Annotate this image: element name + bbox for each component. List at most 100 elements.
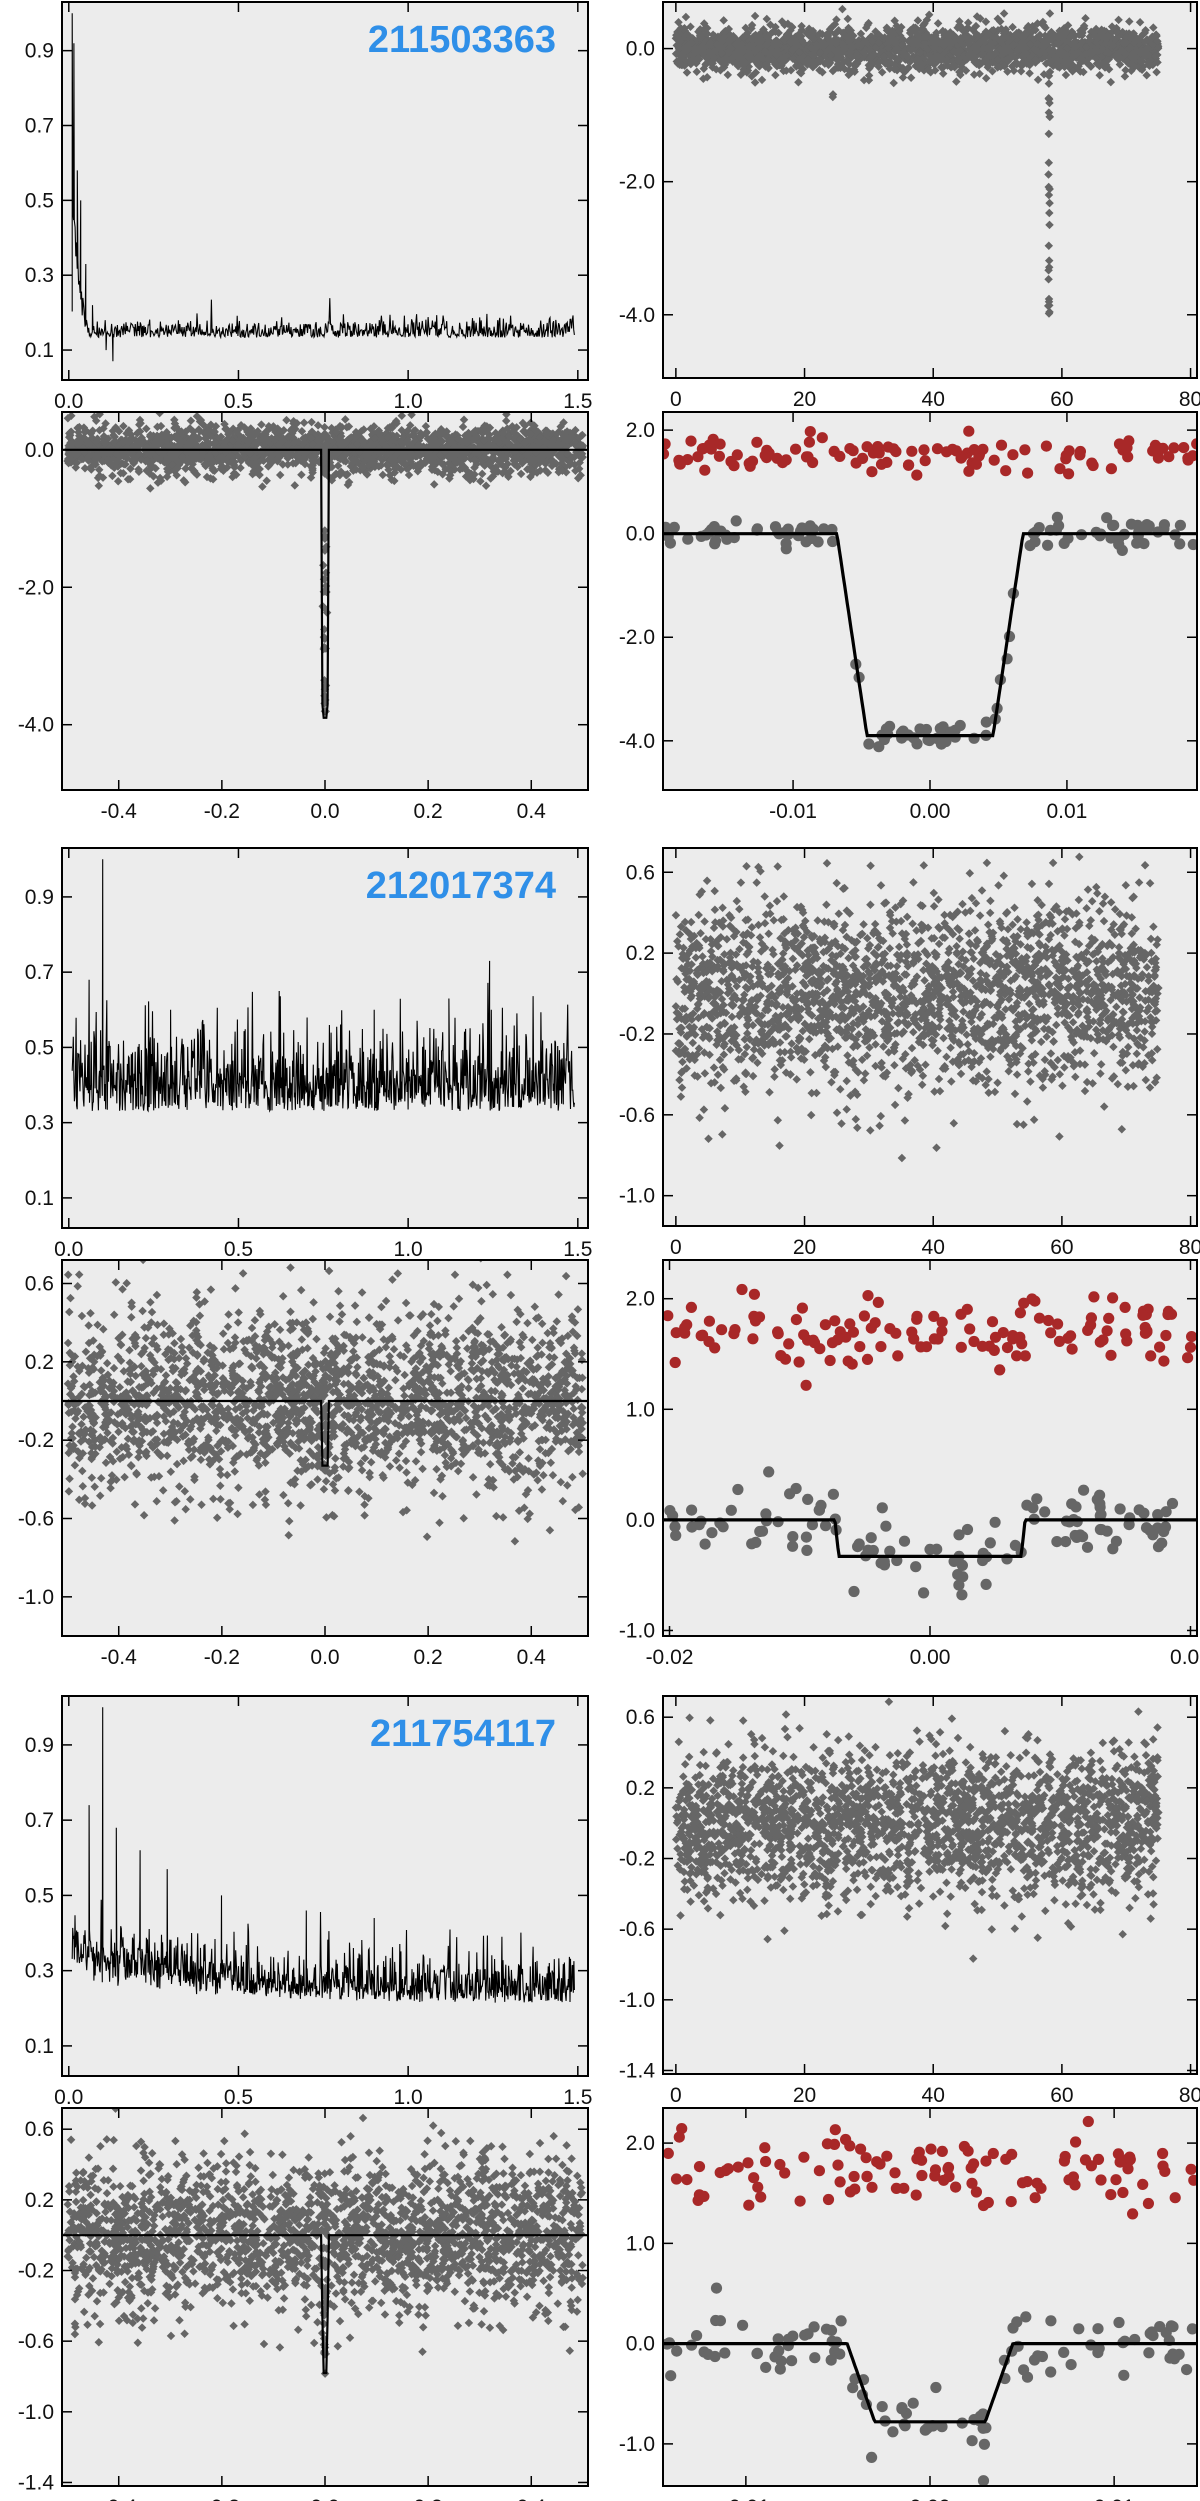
data-point — [564, 435, 574, 444]
data-point — [464, 428, 473, 438]
x-tick-label: 1.0 — [394, 1238, 423, 1261]
data-point — [1063, 468, 1075, 480]
data-point — [1187, 538, 1197, 551]
data-point — [575, 433, 584, 443]
data-point — [262, 476, 271, 486]
data-point — [275, 470, 285, 480]
data-point — [422, 427, 431, 437]
data-point — [563, 441, 572, 451]
data-point — [336, 467, 346, 477]
data-point — [518, 458, 527, 468]
data-point — [977, 443, 989, 455]
model-line — [663, 532, 1197, 738]
data-point — [208, 464, 217, 473]
data-point — [185, 424, 195, 433]
data-point — [319, 431, 328, 441]
data-point — [540, 457, 549, 467]
y-tick-label: 0.9 — [25, 886, 54, 909]
data-point — [462, 466, 472, 475]
212017374-lightcurve: 0 20 40 60 800.60.2-0.2-0.6-1.0 — [619, 847, 1200, 1259]
data-point — [872, 441, 884, 453]
data-point — [257, 449, 267, 458]
data-point — [495, 454, 505, 464]
data-point — [968, 444, 980, 456]
data-point — [786, 1047, 795, 1057]
data-point — [228, 436, 237, 445]
data-point — [909, 878, 918, 887]
plot-background — [62, 2, 588, 380]
plot-area — [71, 859, 575, 1113]
data-point — [859, 920, 868, 929]
data-point — [804, 426, 816, 438]
data-point — [353, 431, 362, 440]
data-point — [1108, 519, 1120, 531]
data-point — [250, 430, 259, 439]
x-tick-label: 1.0 — [394, 390, 423, 413]
data-point — [1113, 438, 1126, 450]
y-tick-label: 0.5 — [25, 189, 54, 212]
data-point — [1044, 256, 1054, 265]
data-point — [501, 416, 511, 426]
data-point — [409, 429, 418, 439]
data-point — [956, 1069, 966, 1079]
data-point — [1178, 442, 1190, 454]
data-point — [866, 1126, 875, 1135]
y-tick-label: 2.0 — [626, 419, 655, 442]
data-point — [865, 1043, 874, 1052]
data-point — [461, 472, 471, 481]
periodogram-line — [71, 859, 575, 1113]
data-point — [81, 426, 91, 436]
data-point — [308, 440, 317, 449]
data-point — [769, 915, 779, 925]
x-tick-label: 20 — [793, 388, 816, 411]
data-point — [331, 427, 341, 437]
data-point — [476, 476, 485, 486]
data-point — [505, 432, 514, 441]
data-point — [382, 460, 391, 469]
y-tick-label: 0.7 — [25, 115, 54, 138]
data-point — [1086, 457, 1098, 469]
data-point — [1152, 526, 1164, 538]
data-point — [397, 412, 407, 420]
data-point — [334, 436, 344, 445]
data-point — [271, 433, 281, 443]
data-point — [274, 440, 284, 449]
data-point — [307, 417, 316, 427]
data-point — [255, 464, 264, 474]
data-point — [1158, 519, 1170, 531]
data-point — [988, 454, 1000, 466]
data-point — [576, 471, 585, 480]
data-point — [378, 438, 388, 448]
y-tick-label: 0.0 — [626, 38, 655, 61]
data-point — [800, 536, 812, 548]
data-point — [1000, 465, 1012, 477]
data-point — [92, 449, 102, 459]
data-point — [692, 451, 704, 463]
data-point — [970, 458, 983, 470]
data-point — [320, 526, 330, 535]
data-point — [300, 449, 309, 459]
y-tick-label: -4.0 — [18, 714, 54, 737]
data-point — [329, 471, 338, 481]
data-point — [231, 427, 241, 436]
data-point — [97, 457, 107, 466]
data-point — [405, 421, 415, 430]
data-point — [492, 435, 502, 444]
data-point — [429, 480, 439, 489]
data-point — [1168, 442, 1180, 454]
data-point — [566, 459, 576, 468]
data-point — [1051, 511, 1063, 523]
data-point — [911, 469, 923, 481]
data-point — [1038, 1083, 1048, 1092]
data-point — [320, 534, 330, 544]
data-point — [894, 942, 904, 952]
data-point — [247, 460, 257, 470]
data-point — [1182, 452, 1194, 464]
data-point — [980, 716, 992, 728]
211503363-periodogram: 0.0 0.5 1.0 1.50.10.30.50.70.9 211503363 — [25, 1, 592, 413]
data-point — [954, 719, 966, 732]
data-point — [903, 459, 915, 471]
data-point — [1116, 544, 1128, 557]
data-point — [780, 537, 792, 550]
